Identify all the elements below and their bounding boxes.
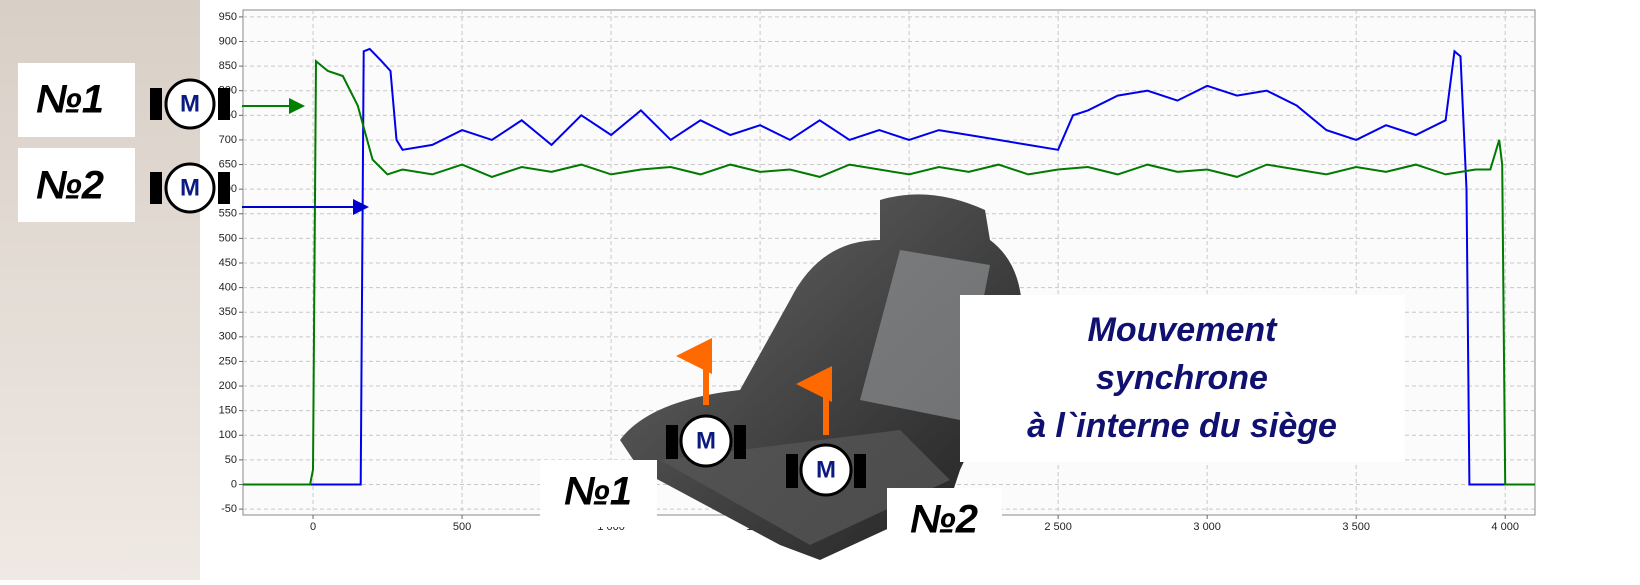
x-tick-label: 500 <box>453 521 471 533</box>
y-tick-label: -50 <box>221 503 237 515</box>
y-tick-label: 0 <box>231 478 237 490</box>
y-tick-label: 650 <box>219 158 237 170</box>
label: №1 <box>564 470 632 514</box>
y-tick-label: 400 <box>219 282 237 294</box>
y-tick-label: 700 <box>219 134 237 146</box>
caption-line: synchrone <box>1096 359 1268 397</box>
motor-label: M <box>180 174 200 201</box>
label: №1 <box>36 78 104 122</box>
motor-bracket <box>666 425 678 459</box>
label: №2 <box>910 498 978 542</box>
motor-label: M <box>696 427 716 454</box>
motor-bracket <box>150 172 162 204</box>
motor-bracket <box>218 88 230 120</box>
y-tick-label: 850 <box>219 60 237 72</box>
y-tick-label: 500 <box>219 232 237 244</box>
y-tick-label: 100 <box>219 429 237 441</box>
x-tick-label: 0 <box>310 521 316 533</box>
x-tick-label: 3 000 <box>1193 521 1221 533</box>
y-tick-label: 250 <box>219 355 237 367</box>
y-tick-label: 300 <box>219 331 237 343</box>
y-tick-label: 150 <box>219 405 237 417</box>
motor-bracket <box>786 454 798 488</box>
x-tick-label: 4 000 <box>1491 521 1519 533</box>
slide: -500501001502002503003504004505005506006… <box>0 0 1640 580</box>
motor-bracket <box>854 454 866 488</box>
y-tick-label: 900 <box>219 35 237 47</box>
motor-bracket <box>218 172 230 204</box>
y-tick-label: 200 <box>219 380 237 392</box>
caption: Mouvement synchrone à l`interne du siège <box>960 295 1405 462</box>
caption-line: Mouvement <box>1088 311 1279 349</box>
y-tick-label: 550 <box>219 208 237 220</box>
y-tick-label: 450 <box>219 257 237 269</box>
motor-bracket <box>734 425 746 459</box>
caption-line: à l`interne du siège <box>1027 407 1337 445</box>
x-tick-label: 3 500 <box>1342 521 1370 533</box>
y-tick-label: 950 <box>219 11 237 23</box>
y-tick-label: 350 <box>219 306 237 318</box>
motor-label: M <box>816 456 836 483</box>
motor-bracket <box>150 88 162 120</box>
y-tick-label: 50 <box>225 454 237 466</box>
motor-label: M <box>180 90 200 117</box>
x-tick-label: 2 500 <box>1044 521 1072 533</box>
label: №2 <box>36 164 104 208</box>
